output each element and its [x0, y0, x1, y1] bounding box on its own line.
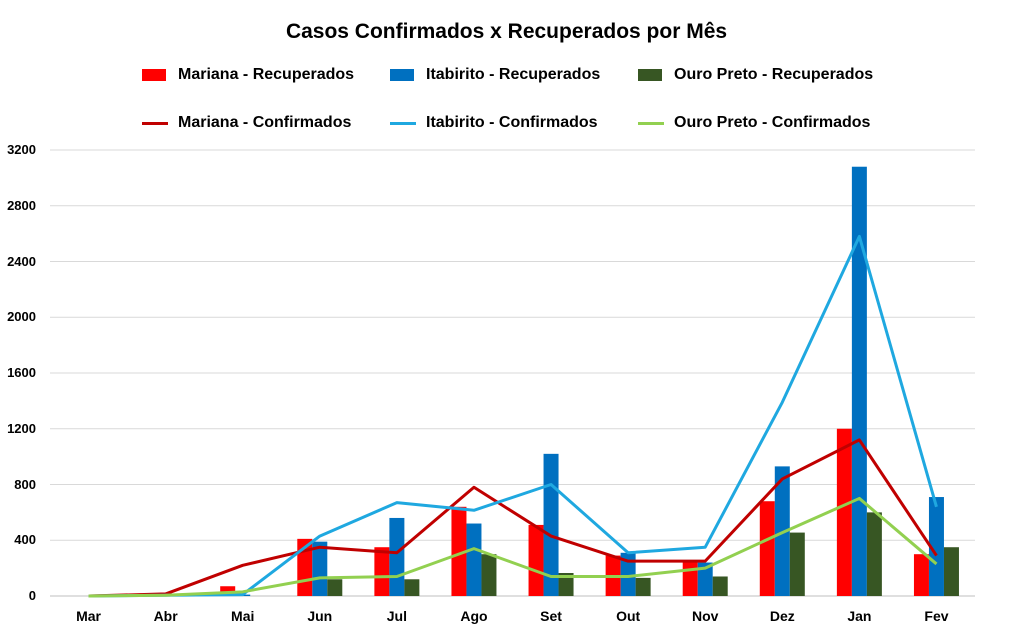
y-tick-label: 0 — [28, 588, 36, 603]
legend-swatch-ouropreto-recuperados — [638, 69, 662, 81]
x-tick-label: Mai — [231, 608, 255, 624]
legend-label-mariana-confirmados: Mariana - Confirmados — [178, 114, 352, 131]
legend-bars: Mariana - Recuperados Itabirito - Recupe… — [0, 66, 1013, 90]
legend-swatch-mariana-confirmados — [142, 121, 168, 125]
legend-swatch-ouropreto-confirmados — [638, 121, 664, 125]
bar — [928, 497, 944, 596]
y-tick-label: 400 — [14, 532, 36, 548]
y-tick-label: 1200 — [7, 420, 36, 436]
legend-lines: Mariana - Confirmados Itabirito - Confir… — [0, 114, 1013, 138]
y-tick-label: 800 — [14, 476, 36, 492]
bar — [635, 577, 651, 596]
x-tick-label: Nov — [691, 608, 719, 624]
series-line — [88, 438, 938, 598]
x-tick-label: Set — [540, 608, 562, 624]
legend-swatch-itabirito-confirmados — [390, 121, 416, 125]
bar — [620, 552, 636, 596]
x-tick-label: Mar — [76, 608, 101, 624]
y-tick-label: 2800 — [7, 197, 36, 213]
legend-label-ouropreto-confirmados: Ouro Preto - Confirmados — [674, 114, 871, 131]
bar — [481, 554, 497, 596]
legend-label-itabirito-recuperados: Itabirito - Recuperados — [426, 66, 601, 83]
series-line — [88, 496, 938, 598]
x-tick-label: Fev — [924, 608, 949, 624]
legend-item-ouropreto-confirmados[interactable]: Ouro Preto - Confirmados — [638, 114, 870, 132]
bar — [712, 576, 728, 596]
x-tick-label: Ago — [460, 608, 488, 624]
chart-title: Casos Confirmados x Recuperados por Mês — [285, 20, 728, 43]
x-tick-label: Jul — [386, 608, 407, 624]
bar — [943, 547, 959, 596]
legend-label-itabirito-confirmados: Itabirito - Confirmados — [426, 114, 598, 131]
y-tick-label: 1600 — [7, 365, 36, 380]
bar — [682, 561, 698, 596]
bar — [389, 517, 405, 596]
bar — [312, 541, 328, 596]
x-tick-label: Jan — [847, 608, 872, 624]
bar — [759, 501, 775, 596]
legend-label-ouropreto-recuperados: Ouro Preto - Recuperados — [674, 66, 874, 83]
bar — [558, 573, 574, 596]
legend-swatch-itabirito-recuperados — [390, 69, 414, 81]
legend-item-mariana-confirmados[interactable]: Mariana - Confirmados — [142, 114, 351, 132]
bar — [528, 524, 544, 596]
legend-swatch-mariana-recuperados — [142, 69, 166, 81]
bar — [374, 547, 390, 596]
y-tick-label: 2400 — [7, 253, 36, 269]
legend-label-mariana-recuperados: Mariana - Recuperados — [178, 66, 355, 83]
y-tick-label: 2000 — [7, 309, 36, 325]
bar — [866, 512, 882, 596]
legend-item-itabirito-confirmados[interactable]: Itabirito - Confirmados — [390, 114, 598, 132]
bar — [697, 562, 713, 596]
series-line — [88, 234, 938, 598]
bar — [851, 166, 867, 596]
bar — [404, 579, 420, 596]
bar — [836, 428, 852, 596]
bar — [789, 532, 805, 596]
x-tick-label: Abr — [153, 608, 178, 624]
legend-item-itabirito-recuperados[interactable]: Itabirito - Recuperados — [390, 66, 600, 84]
bar — [466, 523, 482, 596]
bar — [451, 506, 467, 596]
legend-item-ouropreto-recuperados[interactable]: Ouro Preto - Recuperados — [638, 66, 873, 84]
bar — [913, 554, 929, 596]
y-tick-label: 3200 — [7, 142, 36, 157]
bar — [327, 579, 343, 596]
x-tick-label: Out — [616, 608, 641, 624]
legend-item-mariana-recuperados[interactable]: Mariana - Recuperados — [142, 66, 354, 84]
x-tick-label: Dez — [769, 608, 795, 624]
x-tick-label: Jun — [307, 608, 333, 624]
